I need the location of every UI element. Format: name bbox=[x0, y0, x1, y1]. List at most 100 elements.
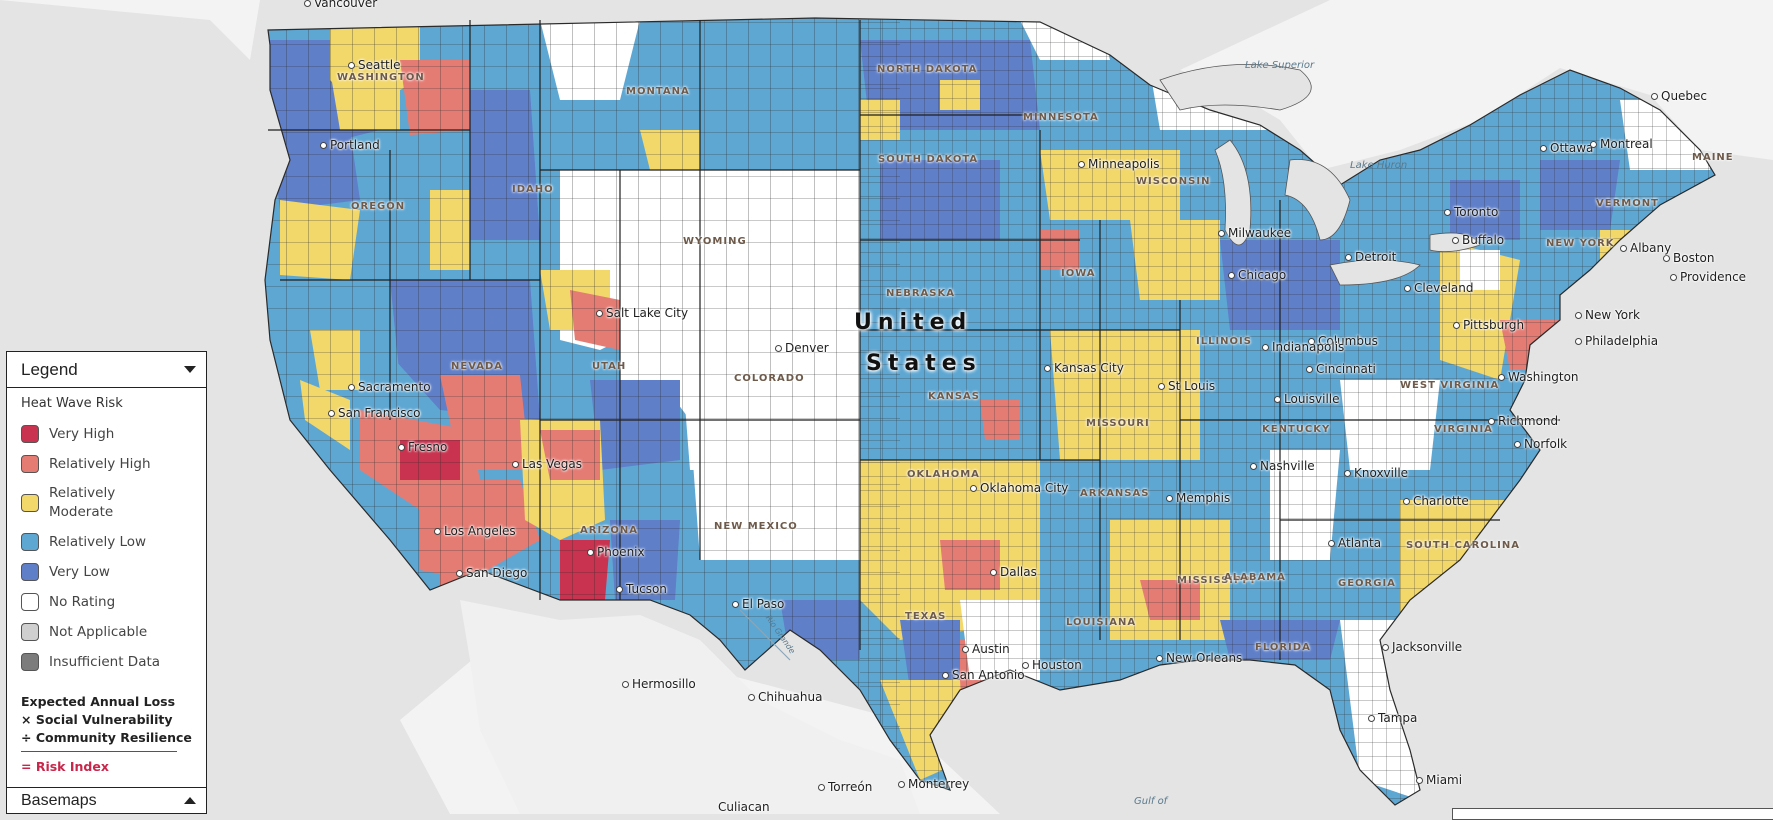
city-label: Cincinnati bbox=[1306, 362, 1376, 376]
legend-items: Very High Relatively High Relatively Moder… bbox=[21, 419, 192, 677]
city-label: Pittsburgh bbox=[1453, 318, 1524, 332]
state-label: ARKANSAS bbox=[1080, 488, 1150, 499]
legend-item-label: Relatively Low bbox=[49, 533, 147, 550]
state-label: WEST VIRGINIA bbox=[1400, 380, 1500, 391]
city-label: Hermosillo bbox=[622, 677, 696, 691]
city-label: Detroit bbox=[1345, 250, 1396, 264]
state-label: ALABAMA bbox=[1224, 572, 1286, 583]
city-label: Monterrey bbox=[898, 777, 969, 791]
state-label: VERMONT bbox=[1596, 198, 1659, 209]
formula-line: ÷ Community Resilience bbox=[21, 730, 192, 745]
city-label: Vancouver bbox=[304, 0, 377, 10]
city-label: Jacksonville bbox=[1382, 640, 1462, 654]
state-label: WYOMING bbox=[683, 236, 747, 247]
city-label: San Diego bbox=[456, 566, 527, 580]
city-label: El Paso bbox=[732, 597, 784, 611]
state-label: OREGON bbox=[351, 201, 406, 212]
legend-swatch bbox=[21, 563, 39, 581]
legend-subtitle: Heat Wave Risk bbox=[21, 396, 123, 411]
legend-item: Relatively Low bbox=[21, 527, 192, 557]
state-label: MISSISSIPPI bbox=[1177, 575, 1256, 586]
state-label: MONTANA bbox=[626, 86, 690, 97]
legend-item: Very Low bbox=[21, 557, 192, 587]
state-label: NEBRASKA bbox=[886, 288, 955, 299]
state-label: NEW MEXICO bbox=[714, 521, 798, 532]
legend-panel: Legend Heat Wave Risk Very High Relativel… bbox=[6, 351, 207, 814]
country-label: States bbox=[866, 351, 982, 376]
legend-swatch bbox=[21, 494, 39, 512]
legend-item: No Rating bbox=[21, 587, 192, 617]
great-lakes bbox=[1159, 63, 1481, 286]
legend-body: Heat Wave Risk Very High Relatively High R… bbox=[7, 388, 206, 784]
city-label: Chihuahua bbox=[748, 690, 822, 704]
legend-item-label: Very High bbox=[49, 425, 115, 442]
legend-swatch bbox=[21, 653, 39, 671]
state-label: NORTH DAKOTA bbox=[877, 64, 978, 75]
city-label: Cleveland bbox=[1404, 281, 1474, 295]
city-label: Montreal bbox=[1590, 137, 1653, 151]
state-label: MISSOURI bbox=[1086, 418, 1150, 429]
city-label: Portland bbox=[320, 138, 380, 152]
risk-formula: Expected Annual Loss × Social Vulnerabil… bbox=[21, 693, 192, 776]
state-label: KANSAS bbox=[928, 391, 981, 402]
state-label: NEW YORK bbox=[1546, 238, 1615, 249]
city-label: St Louis bbox=[1158, 379, 1215, 393]
city-label: Philadelphia bbox=[1575, 334, 1658, 348]
city-label: Seattle bbox=[348, 58, 400, 72]
legend-item: Very High bbox=[21, 419, 192, 449]
city-label: Denver bbox=[775, 341, 829, 355]
state-label: WASHINGTON bbox=[337, 72, 425, 83]
city-label: Norfolk bbox=[1514, 437, 1567, 451]
city-label: Milwaukee bbox=[1218, 226, 1291, 240]
state-label: UTAH bbox=[592, 361, 627, 372]
state-label: TEXAS bbox=[905, 611, 947, 622]
formula-line: Expected Annual Loss bbox=[21, 694, 176, 709]
basemaps-toggle[interactable]: Basemaps bbox=[7, 787, 206, 813]
state-label: FLORIDA bbox=[1255, 642, 1311, 653]
legend-swatch bbox=[21, 425, 39, 443]
city-label: Phoenix bbox=[587, 545, 645, 559]
city-label: Oklahoma City bbox=[970, 481, 1068, 495]
legend-item-label: Relatively High bbox=[49, 455, 151, 472]
city-label: Los Angeles bbox=[434, 524, 516, 538]
city-label: Boston bbox=[1663, 251, 1714, 265]
water-label: Gulf of bbox=[1134, 796, 1168, 807]
state-label: VIRGINIA bbox=[1434, 424, 1493, 435]
city-label: Charlotte bbox=[1403, 494, 1469, 508]
legend-item: Insufficient Data bbox=[21, 647, 192, 677]
city-label: Ottawa bbox=[1540, 141, 1593, 155]
country-label: United bbox=[854, 310, 973, 335]
city-label: Las Vegas bbox=[512, 457, 582, 471]
state-label: IDAHO bbox=[512, 184, 554, 195]
state-label: GEORGIA bbox=[1338, 578, 1396, 589]
state-label: COLORADO bbox=[734, 373, 805, 384]
water-label: Lake Huron bbox=[1350, 160, 1408, 171]
state-label: LOUISIANA bbox=[1066, 617, 1137, 628]
legend-toggle[interactable]: Legend bbox=[7, 352, 206, 388]
legend-item: Relatively Moderate bbox=[21, 479, 192, 527]
formula-line: × Social Vulnerability bbox=[21, 712, 173, 727]
state-label: KENTUCKY bbox=[1262, 424, 1331, 435]
state-label: MAINE bbox=[1692, 152, 1734, 163]
state-label: IOWA bbox=[1061, 268, 1096, 279]
river bbox=[739, 609, 791, 661]
city-label: Dallas bbox=[990, 565, 1037, 579]
city-label: Miami bbox=[1416, 773, 1462, 787]
legend-item-label: Relatively Moderate bbox=[49, 485, 116, 520]
legend-item: Not Applicable bbox=[21, 617, 192, 647]
chevron-down-icon bbox=[184, 366, 196, 373]
city-label: New York bbox=[1575, 308, 1640, 322]
city-label: Indianapolis bbox=[1262, 340, 1344, 354]
state-label: SOUTH DAKOTA bbox=[878, 154, 979, 165]
formula-divider bbox=[21, 751, 177, 752]
city-label: Memphis bbox=[1166, 491, 1230, 505]
legend-swatch bbox=[21, 593, 39, 611]
state-label: ILLINOIS bbox=[1196, 336, 1252, 347]
city-label: Torreón bbox=[818, 780, 872, 794]
legend-item-label: Not Applicable bbox=[49, 623, 148, 640]
city-label: Louisville bbox=[1274, 392, 1340, 406]
state-label: ARIZONA bbox=[580, 525, 639, 536]
state-borders bbox=[268, 20, 1560, 660]
formula-result: = Risk Index bbox=[21, 759, 109, 774]
